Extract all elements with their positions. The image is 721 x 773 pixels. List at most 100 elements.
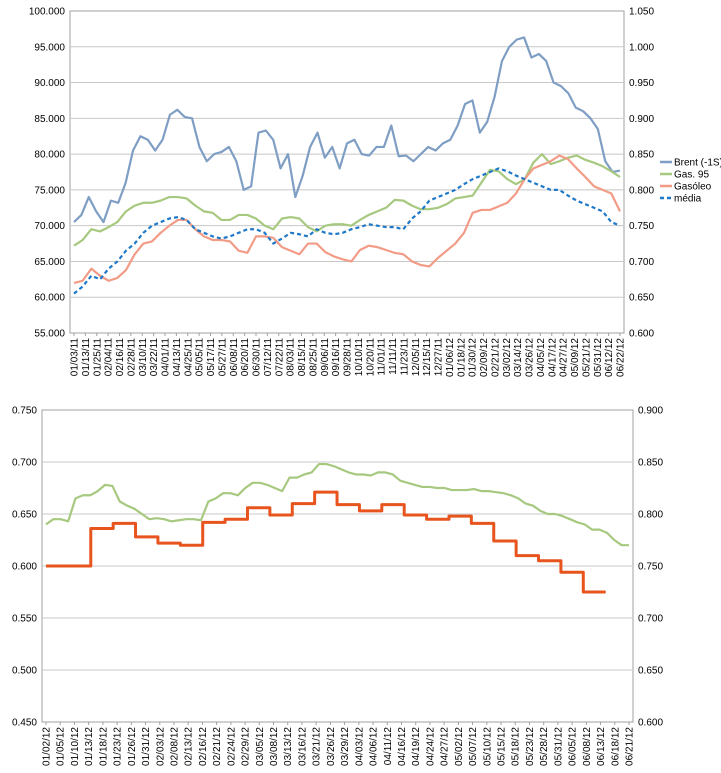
x-tick-label: 05/23/12	[525, 727, 536, 766]
x-tick-label: 07/12/11	[263, 338, 274, 377]
x-tick-label: 02/24/12	[226, 727, 237, 766]
x-tick-label: 03/21/12	[312, 727, 323, 766]
x-tick-label: 02/29/12	[241, 727, 252, 766]
x-tick-label: 08/03/11	[286, 338, 297, 377]
x-tick-label: 06/08/11	[229, 338, 240, 377]
y-right-tick-label: 0.800	[629, 185, 654, 196]
series-line-gas-leo	[73, 154, 621, 284]
x-tick-label: 03/13/12	[283, 727, 294, 766]
x-tick-label: 03/10/11	[138, 338, 149, 377]
x-tick-label: 08/25/11	[308, 338, 319, 377]
x-tick-label: 02/21/12	[490, 338, 501, 377]
legend-label: média	[674, 194, 702, 205]
x-tick-label: 01/10/12	[70, 727, 81, 766]
x-tick-label: 01/18/12	[456, 338, 467, 377]
y-left-tick-label: 60.000	[34, 293, 65, 304]
x-tick-label: 06/12/12	[604, 338, 615, 377]
x-tick-label: 02/08/12	[169, 727, 180, 766]
series-line-series-1	[45, 462, 629, 547]
x-tick-label: 11/11/11	[388, 338, 399, 375]
y-left-tick-label: 80.000	[34, 150, 65, 161]
x-tick-label: 02/21/12	[212, 727, 223, 766]
y-right-tick-label: 0.650	[629, 293, 654, 304]
y-left-tick-label: 0.700	[12, 458, 37, 469]
x-tick-label: 11/01/11	[377, 338, 388, 376]
x-tick-label: 03/02/12	[502, 338, 513, 377]
x-tick-label: 03/22/11	[149, 338, 160, 377]
x-tick-label: 05/10/12	[482, 727, 493, 766]
y-left-tick-label: 0.600	[12, 562, 37, 573]
x-tick-label: 01/06/12	[445, 338, 456, 377]
x-tick-label: 01/31/12	[141, 727, 152, 766]
x-tick-label: 06/21/12	[625, 727, 636, 766]
x-tick-label: 05/17/11	[206, 338, 217, 377]
x-tick-label: 01/18/12	[98, 727, 109, 766]
x-tick-label: 01/02/12	[42, 727, 53, 766]
y-left-tick-label: 75.000	[34, 185, 65, 196]
x-tick-label: 05/21/12	[581, 338, 592, 377]
x-tick-label: 05/02/12	[454, 727, 465, 766]
y-right-tick-label: 0.950	[629, 78, 654, 89]
x-tick-label: 01/13/11	[81, 338, 92, 377]
x-tick-label: 05/15/12	[497, 727, 508, 766]
x-tick-label: 01/26/12	[127, 727, 138, 766]
y-left-tick-label: 85.000	[34, 114, 65, 125]
x-tick-label: 06/13/12	[596, 727, 607, 766]
legend-label: Brent (-1S)	[674, 158, 721, 169]
x-tick-label: 04/24/12	[425, 727, 436, 766]
x-tick-label: 02/04/11	[104, 338, 115, 377]
y-right-tick-label: 0.700	[638, 614, 663, 625]
y-right-tick-label: 0.800	[638, 510, 663, 521]
x-tick-label: 05/18/12	[511, 727, 522, 766]
x-tick-label: 04/17/12	[547, 338, 558, 377]
chart-1: 55.000 0.600 60.000 0.650 65.000 0.700 70.000 0…	[29, 7, 721, 377]
y-left-tick-label: 0.550	[12, 614, 37, 625]
y-right-tick-label: 0.850	[638, 458, 663, 469]
y-right-tick-label: 0.750	[638, 562, 663, 573]
x-tick-label: 10/20/11	[365, 338, 376, 377]
x-tick-label: 05/28/12	[539, 727, 550, 766]
y-right-tick-label: 0.900	[638, 406, 663, 417]
y-left-tick-label: 0.650	[12, 510, 37, 521]
x-tick-label: 02/03/12	[155, 727, 166, 766]
x-tick-label: 06/22/12	[616, 338, 627, 377]
x-tick-label: 02/16/12	[198, 727, 209, 766]
x-tick-label: 05/31/12	[553, 727, 564, 766]
x-tick-label: 06/05/12	[568, 727, 579, 766]
x-tick-label: 10/10/11	[354, 338, 365, 377]
x-tick-label: 04/16/12	[397, 727, 408, 766]
x-tick-label: 07/22/11	[274, 338, 285, 377]
y-left-tick-label: 90.000	[34, 78, 65, 89]
y-right-tick-label: 0.750	[629, 221, 654, 232]
x-tick-label: 01/13/12	[84, 727, 95, 766]
x-tick-label: 01/05/12	[56, 727, 67, 766]
x-tick-label: 01/23/12	[113, 727, 124, 766]
x-tick-label: 06/30/11	[252, 338, 263, 377]
x-tick-label: 02/28/11	[126, 338, 137, 377]
plot-area	[69, 10, 625, 334]
x-tick-label: 03/26/12	[525, 338, 536, 377]
x-tick-label: 12/27/11	[434, 338, 445, 377]
x-tick-label: 09/28/11	[343, 338, 354, 377]
x-tick-label: 09/06/11	[320, 338, 331, 377]
y-right-tick-label: 0.600	[629, 329, 654, 340]
y-right-tick-label: 0.600	[638, 718, 663, 729]
x-tick-label: 04/13/11	[172, 338, 183, 377]
x-tick-label: 03/29/12	[340, 727, 351, 766]
x-tick-label: 04/06/12	[369, 727, 380, 766]
y-left-tick-label: 0.450	[12, 718, 37, 729]
x-tick-label: 04/19/12	[411, 727, 422, 766]
x-tick-label: 02/13/12	[184, 727, 195, 766]
x-tick-label: 04/01/11	[161, 338, 172, 377]
series-line-m-dia	[73, 167, 621, 295]
y-right-tick-label: 1.050	[629, 7, 654, 18]
x-tick-label: 05/05/11	[195, 338, 206, 377]
y-left-tick-label: 95.000	[34, 42, 65, 53]
legend-label: Gas. 95	[674, 170, 709, 181]
x-tick-label: 06/20/11	[240, 338, 251, 377]
y-left-tick-label: 55.000	[34, 329, 65, 340]
x-tick-label: 12/05/11	[411, 338, 422, 377]
x-tick-label: 01/25/11	[92, 338, 103, 377]
series-line-series-2	[46, 490, 606, 594]
